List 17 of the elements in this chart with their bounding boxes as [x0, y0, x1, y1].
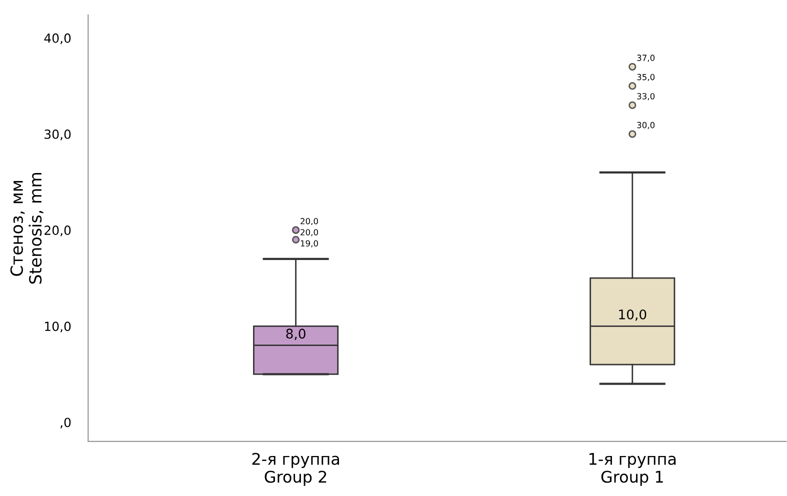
y-tick-label: 40,0	[44, 33, 71, 44]
annotation: 20,0	[300, 218, 318, 226]
x-tick-label: 2-я группа Group 2	[252, 452, 339, 486]
annotation: 8,0	[286, 328, 306, 340]
annotation: 10,0	[619, 309, 646, 321]
annotation: 19,0	[300, 240, 318, 248]
annotation: 35,0	[637, 74, 655, 82]
y-axis-title: Стеноз, мм Stenosis, mm	[10, 172, 44, 284]
annotation: 30,0	[637, 122, 655, 130]
y-tick-label: 10,0	[45, 322, 71, 332]
y-tick-label: 20,0	[44, 226, 71, 236]
annotation: 37,0	[637, 54, 655, 62]
x-tick-label: 1-я группа Group 1	[590, 453, 676, 486]
y-tick-label: 30,0	[44, 129, 71, 140]
annotation: 20,0	[300, 229, 318, 236]
y-tick-label: ,0	[60, 418, 71, 428]
annotation: 33,0	[637, 93, 655, 100]
